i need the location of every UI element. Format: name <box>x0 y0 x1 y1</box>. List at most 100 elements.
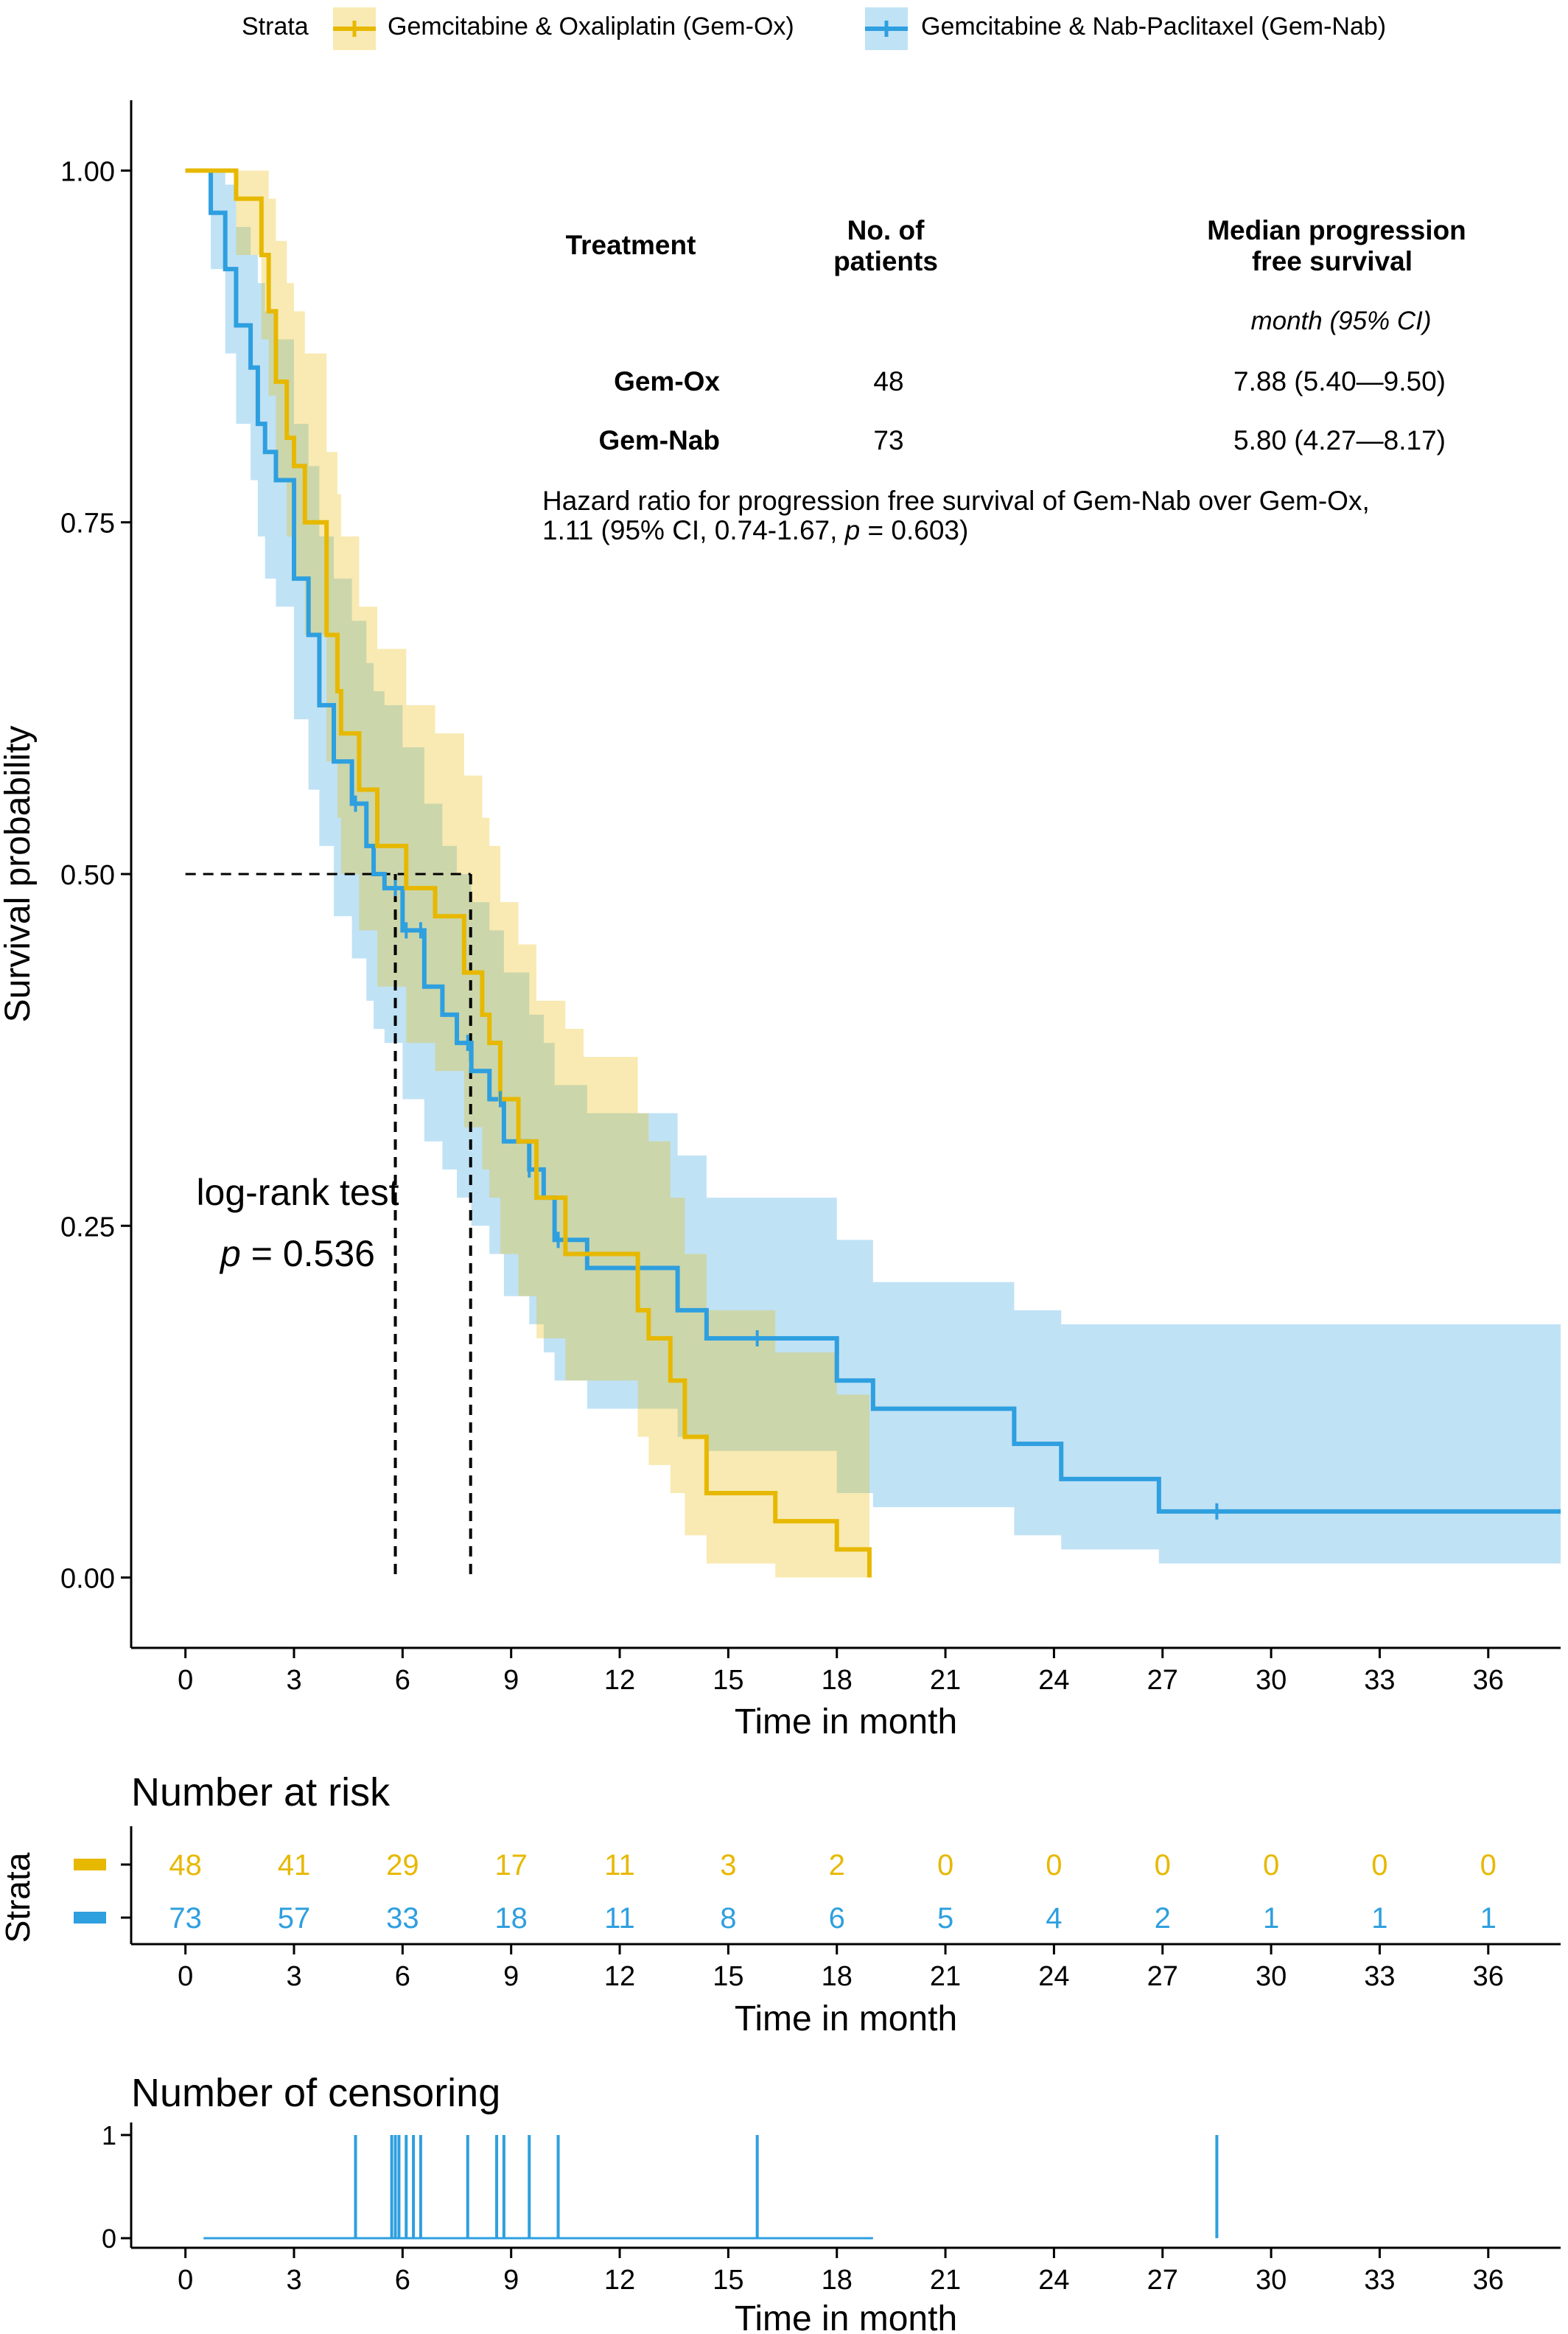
censoring-x-tick-label-11: 33 <box>1364 2265 1395 2296</box>
survival-curves <box>185 168 1561 1578</box>
risk-value-gem-ox-21: 0 <box>937 1849 953 1881</box>
risk-strata-label: Strata <box>0 1852 37 1943</box>
risk-x-tick-label-11: 33 <box>1364 1961 1395 1992</box>
risk-value-gem-ox-6: 29 <box>386 1849 419 1881</box>
risk-x-axis-label: Time in month <box>735 1999 957 2038</box>
censoring-y-tick-label-0: 0 <box>102 2223 116 2254</box>
risk-value-gem-nab-36: 1 <box>1480 1902 1497 1935</box>
censoring-x-tick-label-9: 27 <box>1147 2265 1178 2296</box>
ci-band-gem-ox <box>185 170 869 1578</box>
risk-value-gem-ox-33: 0 <box>1371 1849 1387 1881</box>
y-tick-label-0: 0.00 <box>60 1564 115 1595</box>
hazard-p-symbol: p <box>844 515 861 545</box>
legend-item-gem-nab: Gemcitabine & Nab-Paclitaxel (Gem-Nab) <box>865 7 1386 50</box>
hazard-ratio-line-1: Hazard ratio for progression free surviv… <box>542 486 1370 516</box>
log-rank-p-value: = 0.536 <box>241 1233 375 1274</box>
table-header-treatment: Treatment <box>566 230 696 260</box>
hazard-p-value: = 0.603) <box>860 515 968 545</box>
risk-key-gem-ox <box>74 1859 106 1870</box>
table-header-median-1: Median progression <box>1207 215 1466 245</box>
risk-value-gem-nab-30: 1 <box>1263 1902 1279 1935</box>
risk-value-gem-nab-33: 1 <box>1371 1902 1387 1935</box>
risk-value-gem-nab-21: 5 <box>937 1902 953 1935</box>
censoring-title: Number of censoring <box>131 2071 500 2115</box>
risk-value-gem-ox-36: 0 <box>1480 1849 1497 1881</box>
risk-value-gem-nab-6: 33 <box>386 1902 419 1935</box>
risk-value-gem-ox-12: 11 <box>604 1849 635 1881</box>
x-tick-label-5: 15 <box>713 1665 743 1696</box>
x-tick-label-11: 33 <box>1364 1665 1395 1696</box>
risk-value-gem-nab-24: 4 <box>1046 1902 1062 1935</box>
risk-x-tick-label-10: 30 <box>1256 1961 1287 1992</box>
x-axis-label: Time in month <box>735 1702 957 1741</box>
log-rank-label: log-rank test <box>196 1172 399 1213</box>
risk-value-gem-ox-27: 0 <box>1155 1849 1171 1881</box>
log-rank-p-symbol: p <box>219 1233 241 1274</box>
hazard-ratio-line-2: 1.11 (95% CI, 0.74-1.67, p = 0.603) <box>542 515 968 545</box>
risk-x-tick-label-1: 3 <box>286 1961 301 1992</box>
legend: Strata Gemcitabine & Oxaliplatin (Gem-Ox… <box>242 7 1386 50</box>
x-tick-label-3: 9 <box>503 1665 519 1696</box>
risk-x-tick-label-0: 0 <box>178 1961 193 1992</box>
censoring-x-tick-label-10: 30 <box>1256 2265 1287 2296</box>
censoring-bars <box>203 2135 1219 2240</box>
table-header-median-2: free survival <box>1252 246 1413 276</box>
table-row-gem-nab-patients: 73 <box>873 425 903 455</box>
legend-item-gem-ox: Gemcitabine & Oxaliplatin (Gem-Ox) <box>333 7 794 50</box>
survival-plot: 0.000.250.500.751.000 3 6 9 12 15 18 21 24 27 30 33… <box>0 100 1561 1741</box>
risk-value-gem-nab-12: 11 <box>604 1902 635 1935</box>
censoring-x-tick-label-6: 18 <box>822 2265 853 2296</box>
risk-value-gem-ox-9: 17 <box>494 1849 528 1881</box>
risk-x-tick-label-4: 12 <box>604 1961 635 1992</box>
table-header-patients-1: No. of <box>847 215 925 245</box>
risk-value-gem-nab-15: 8 <box>720 1902 736 1935</box>
risk-value-gem-ox-3: 41 <box>278 1849 311 1881</box>
risk-value-gem-nab-3: 57 <box>278 1902 311 1935</box>
censoring-x-tick-label-12: 36 <box>1473 2265 1504 2296</box>
risk-x-tick-label-2: 6 <box>395 1961 410 1992</box>
x-tick-label-12: 36 <box>1473 1665 1504 1696</box>
summary-table: Treatment No. of patients Median progres… <box>542 215 1466 545</box>
legend-label-gem-nab: Gemcitabine & Nab-Paclitaxel (Gem-Nab) <box>921 13 1386 41</box>
x-tick-label-7: 21 <box>930 1665 961 1696</box>
survival-curve-gem-ox <box>185 168 872 1578</box>
risk-x-tick-label-3: 9 <box>503 1961 519 1992</box>
table-row-gem-nab-treatment: Gem-Nab <box>599 425 720 455</box>
censor-marks <box>354 795 1219 1520</box>
x-tick-label-4: 12 <box>604 1665 635 1696</box>
risk-value-gem-ox-24: 0 <box>1046 1849 1062 1881</box>
table-row-gem-ox-median: 7.88 (5.40—9.50) <box>1233 366 1446 396</box>
risk-x-tick-label-9: 27 <box>1147 1961 1178 1992</box>
confidence-bands <box>185 170 1561 1578</box>
risk-x-tick-label-5: 15 <box>713 1961 743 1992</box>
risk-axes: 0 3 6 9 12 15 18 21 24 27 30 33 36 <box>121 1826 1561 1992</box>
y-tick-label-4: 1.00 <box>60 156 115 187</box>
censoring-x-tick-label-2: 6 <box>395 2265 410 2296</box>
risk-value-gem-ox-18: 2 <box>829 1849 845 1881</box>
censoring-x-tick-label-7: 21 <box>930 2265 961 2296</box>
hazard-ci: 1.11 (95% CI, 0.74-1.67, <box>542 515 845 545</box>
censoring-x-tick-label-1: 3 <box>286 2265 301 2296</box>
risk-x-tick-label-6: 18 <box>822 1961 853 1992</box>
risk-key-gem-nab <box>74 1912 106 1924</box>
log-rank-annotation: log-rank test p = 0.536 <box>196 1172 399 1274</box>
risk-value-gem-nab-0: 73 <box>169 1902 202 1935</box>
risk-x-tick-label-8: 24 <box>1038 1961 1069 1992</box>
risk-value-gem-ox-30: 0 <box>1263 1849 1279 1881</box>
table-row-gem-ox-treatment: Gem-Ox <box>614 366 720 396</box>
risk-values: 48 41 29 17 11 3 2 0 0 0 0 0 073 57 33 18 11 8 6 5 4 2 1 1 1 <box>169 1849 1496 1935</box>
survival-curve-gem-nab <box>185 168 1561 1514</box>
ci-band-gem-nab <box>185 170 1561 1564</box>
risk-value-gem-ox-0: 48 <box>169 1849 202 1881</box>
x-tick-label-0: 0 <box>178 1665 193 1696</box>
y-tick-label-2: 0.50 <box>60 860 115 891</box>
y-tick-label-1: 0.25 <box>60 1212 115 1243</box>
censoring-axes: 010 3 6 9 12 15 18 21 24 27 30 33 36 <box>102 2120 1561 2296</box>
censoring-x-tick-label-0: 0 <box>178 2265 193 2296</box>
risk-value-gem-nab-27: 2 <box>1155 1902 1171 1935</box>
legend-title: Strata <box>242 13 309 41</box>
risk-table-title: Number at risk <box>131 1770 391 1814</box>
x-tick-label-10: 30 <box>1256 1665 1287 1696</box>
main-axes: 0.000.250.500.751.000 3 6 9 12 15 18 21 24 27 30 33… <box>60 100 1561 1696</box>
risk-value-gem-nab-18: 6 <box>829 1902 845 1935</box>
